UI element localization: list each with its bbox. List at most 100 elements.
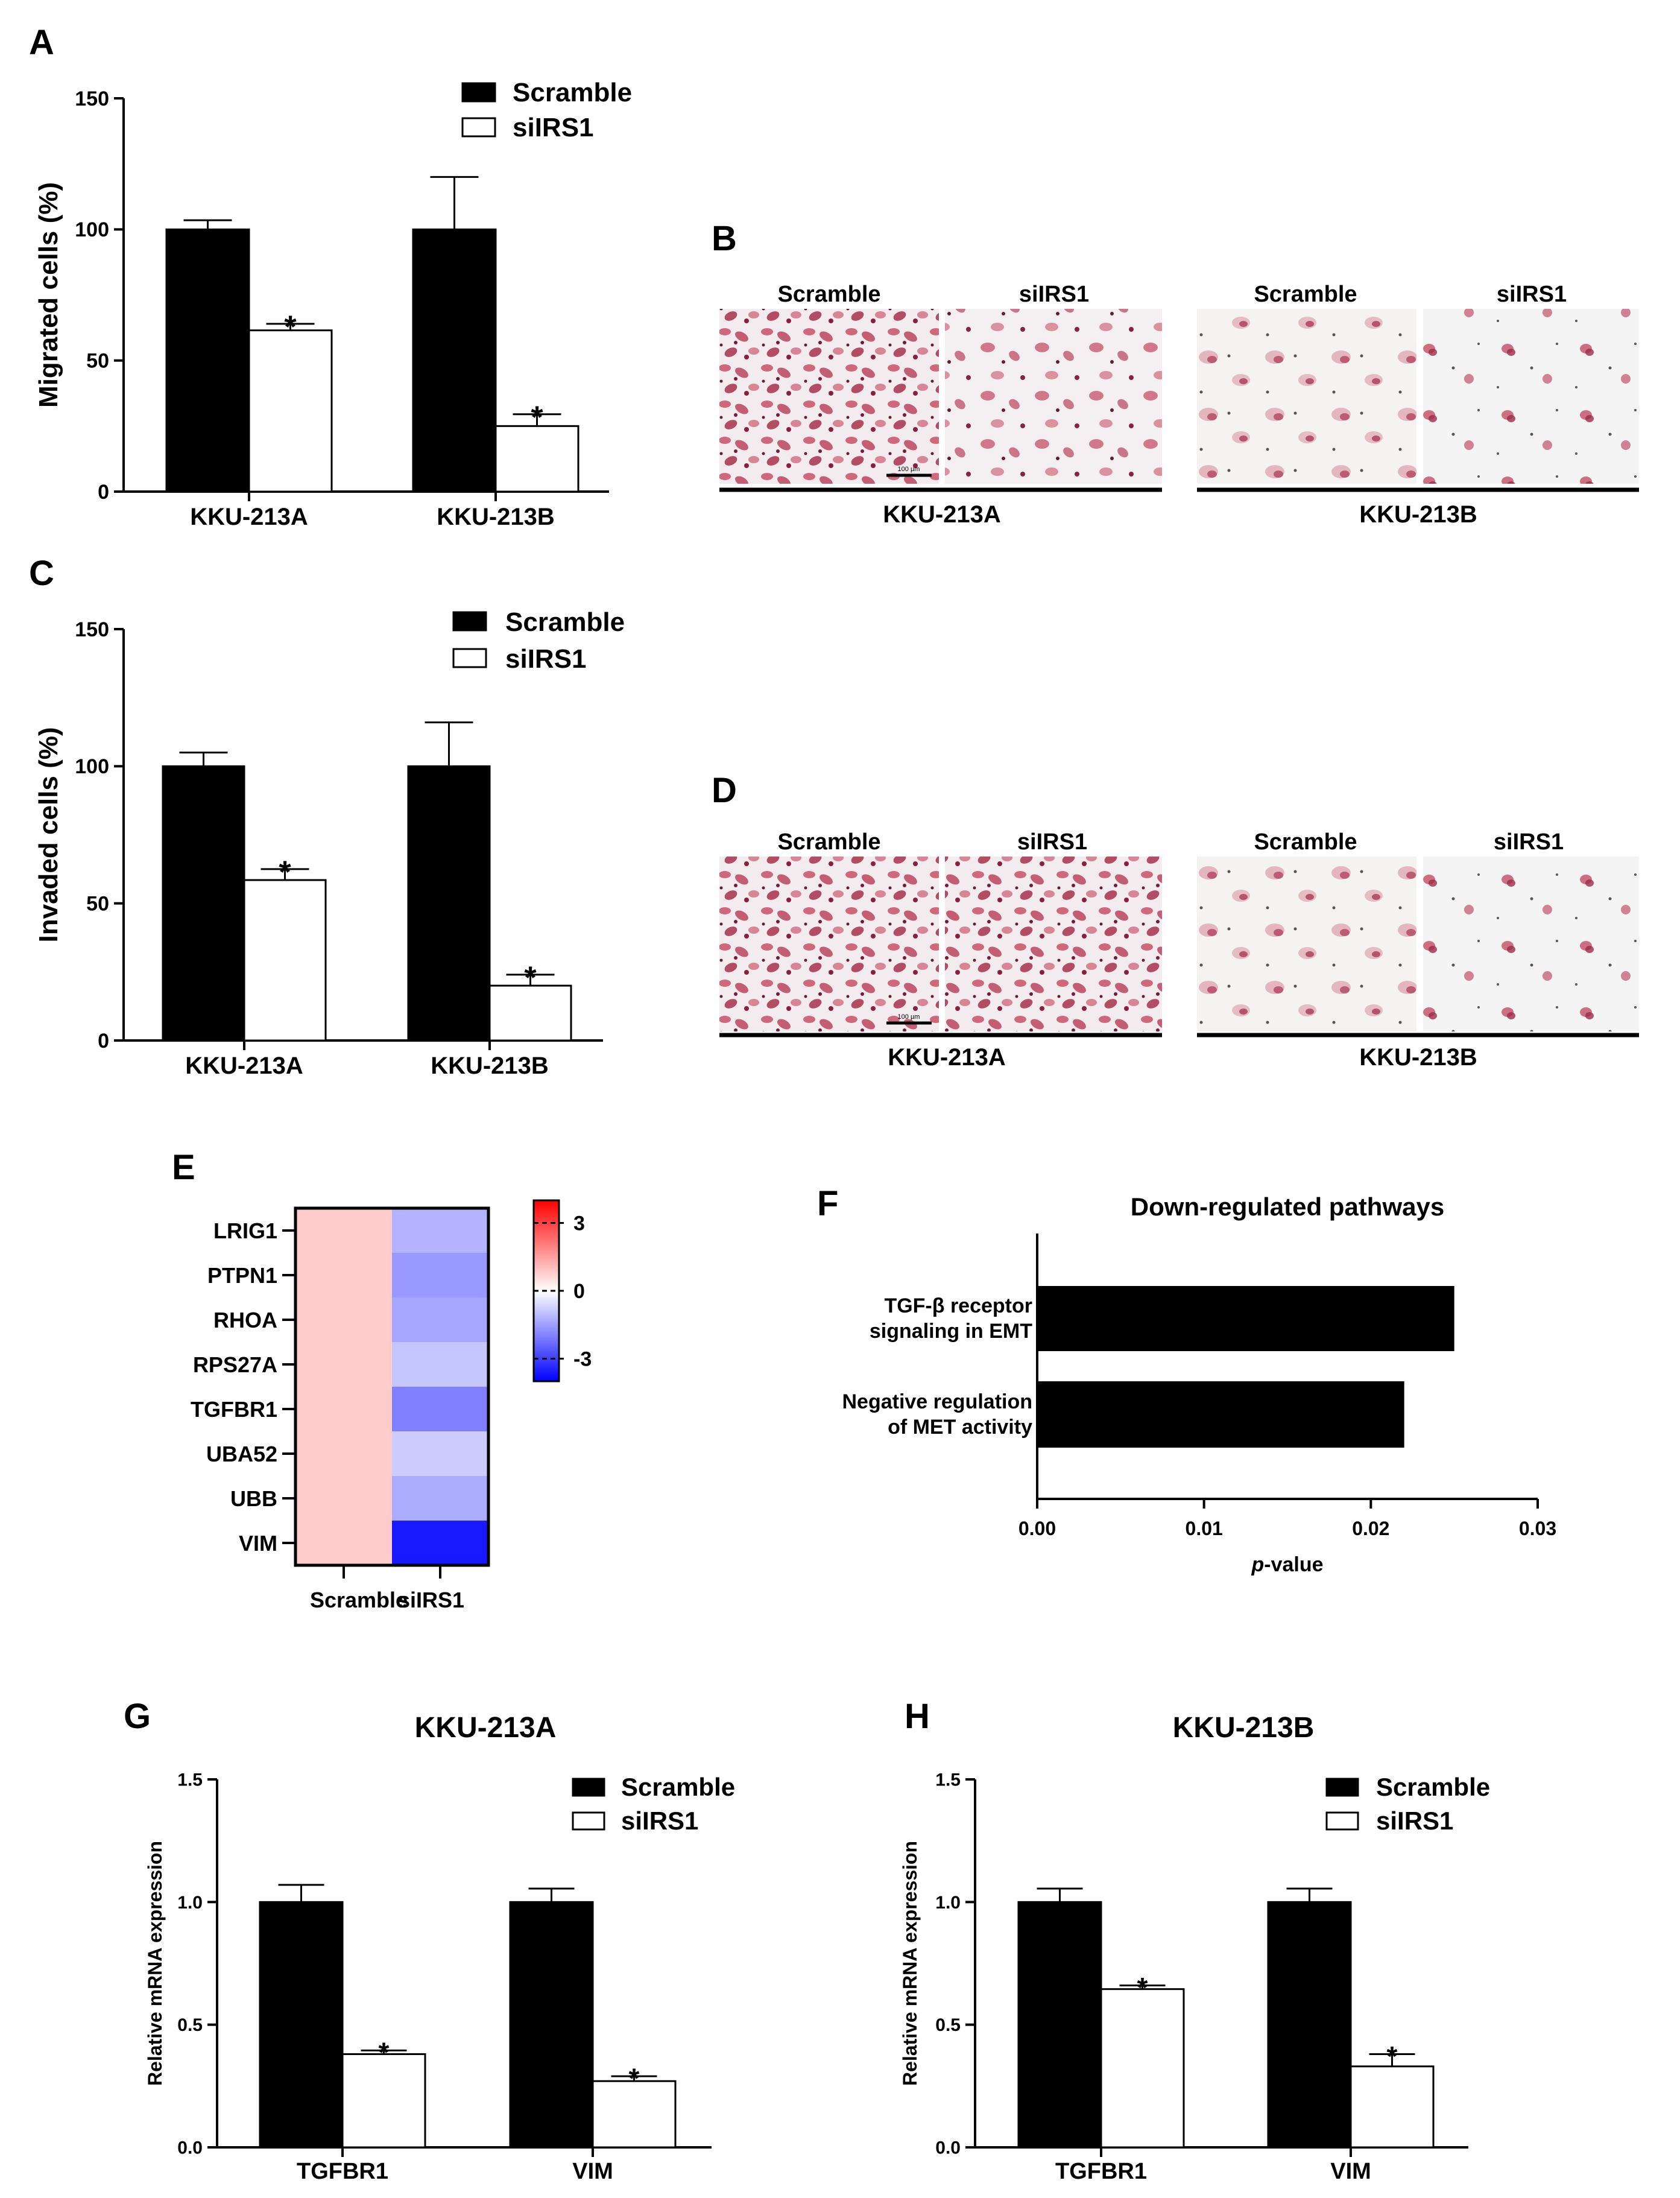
heatmap-cell	[295, 1431, 392, 1476]
x-tick-label: KKU-213A	[190, 504, 308, 530]
bar-siirs1-vim	[1350, 2065, 1435, 2149]
x-tick-label: 0.00	[1018, 1518, 1056, 1539]
bar-siirs1-kku-213b	[494, 425, 579, 493]
micrograph-image-213A-scramble	[719, 309, 939, 484]
heatmap-cell	[392, 1342, 488, 1387]
y-tick-label: 0.0	[935, 2138, 961, 2158]
micrographs-D: Scramble siIRS1 Scramble siIRS1 100 µm K…	[719, 829, 1639, 1071]
pathway-label: signaling in EMT	[870, 1320, 1032, 1343]
x-tick-label: 0.01	[1186, 1518, 1223, 1539]
micrograph-image-213A-siirs1	[945, 857, 1162, 1031]
bar-scramble-kku-213a	[165, 228, 250, 493]
pathway-bar	[1037, 1381, 1404, 1448]
legend-scramble-label: Scramble	[513, 78, 632, 107]
legend-scramble-label: Scramble	[505, 607, 625, 637]
x-tick-label: TGFBR1	[1055, 2159, 1147, 2184]
row-label: LRIG1	[213, 1218, 277, 1243]
chart-E-heatmap: LRIG1 PTPN1 RHOA RPS27A TGFBR1 UBA52 UBB VIM Scr…	[191, 1199, 592, 1612]
bar-scramble-kku-213a	[162, 765, 245, 1042]
bar-siirs1-tgfbr1	[341, 2053, 426, 2149]
bar-scramble-kku-213b	[412, 228, 497, 493]
panel-label-C: C	[29, 554, 54, 593]
bar-siirs1-kku-213a	[243, 879, 327, 1042]
y-tick-label: 0	[98, 1030, 109, 1053]
chart-G-mrna-213A: Scramble siIRS1 KKU-213A 0.0 0.5 1.0 1.5 Rela…	[144, 1712, 735, 2184]
x-axis-label: p-value	[1251, 1553, 1323, 1576]
y-tick-label: 1.5	[177, 1770, 203, 1790]
micrograph-image-213A-scramble	[719, 857, 939, 1031]
heatmap-cell	[295, 1521, 392, 1565]
chart-C-invasion: Scramble siIRS1 0 50 100 150 Invaded cells (…	[34, 607, 625, 1079]
x-tick-label: VIM	[1330, 2159, 1371, 2184]
pathway-bar	[1037, 1286, 1454, 1351]
legend-A: Scramble siIRS1	[461, 78, 632, 142]
bar-scramble-kku-213b	[407, 765, 491, 1042]
row-label: RHOA	[213, 1308, 277, 1332]
pathway-label: TGF-β receptor	[884, 1294, 1032, 1317]
heatmap-cell	[392, 1387, 488, 1431]
group-label: KKU-213A	[883, 501, 1001, 528]
micrograph-image-213B-siirs1	[1423, 309, 1639, 484]
scale-bar-label: 100 µm	[898, 466, 920, 473]
chart-H-mrna-213B: Scramble siIRS1 KKU-213B 0.0 0.5 1.0 1.5 Rela…	[899, 1712, 1490, 2184]
legend-siirs1-label: siIRS1	[513, 113, 594, 142]
micrograph-header: Scramble	[1254, 282, 1357, 307]
legend-scramble-label: Scramble	[621, 1773, 735, 1801]
legend-scramble-swatch	[461, 82, 496, 103]
heatmap-cell	[295, 1297, 392, 1342]
bar-scramble-tgfbr1	[1017, 1901, 1102, 2149]
row-label: UBA52	[206, 1442, 277, 1466]
legend-siirs1-swatch	[461, 117, 496, 138]
legend-siirs1-swatch	[1325, 1811, 1359, 1831]
y-tick-label: 100	[75, 755, 109, 778]
column-label: Scramble	[310, 1588, 408, 1612]
micrograph-header: siIRS1	[1494, 829, 1564, 855]
significance-star: *	[279, 855, 291, 890]
legend-siirs1-label: siIRS1	[621, 1807, 698, 1835]
micrograph-image-213B-siirs1	[1423, 857, 1639, 1031]
row-label: RPS27A	[193, 1352, 277, 1377]
y-tick-label: 1.5	[935, 1770, 961, 1790]
group-label: KKU-213B	[1359, 1044, 1477, 1071]
y-axis-label: Relative mRNA expression	[899, 1841, 921, 2086]
colorbar-tick-label: 3	[573, 1212, 585, 1235]
legend-scramble-swatch	[572, 1778, 605, 1797]
heatmap-cell	[392, 1297, 488, 1342]
legend-scramble-swatch	[452, 611, 487, 632]
chart-title: KKU-213A	[415, 1712, 557, 1744]
y-tick-label: 0	[98, 481, 109, 504]
micrograph-header: siIRS1	[1019, 282, 1089, 307]
micrograph-image-213B-scramble	[1197, 857, 1416, 1031]
significance-star: *	[1137, 1972, 1148, 2003]
y-tick-label: 0.0	[177, 2138, 203, 2158]
legend-siirs1-swatch	[452, 648, 487, 668]
y-tick-label: 0.5	[177, 2015, 203, 2035]
heatmap-cell	[392, 1521, 488, 1565]
chart-title: Down-regulated pathways	[1131, 1192, 1444, 1221]
bar-siirs1-kku-213b	[488, 984, 572, 1042]
chart-A-migration: Scramble siIRS1 0 50 100 150 Migrated cells …	[34, 78, 632, 530]
panel-label-E: E	[172, 1148, 195, 1187]
micrograph-header: Scramble	[777, 282, 880, 307]
y-tick-label: 100	[75, 218, 109, 241]
significance-star: *	[531, 400, 543, 435]
row-label: UBB	[230, 1486, 277, 1511]
heatmap-cell	[392, 1476, 488, 1521]
significance-star: *	[524, 960, 537, 995]
legend-C: Scramble siIRS1	[452, 607, 625, 674]
legend-scramble-swatch	[1325, 1778, 1359, 1797]
group-label: KKU-213A	[888, 1044, 1006, 1071]
row-label: TGFBR1	[191, 1397, 277, 1422]
x-tick-label: TGFBR1	[297, 2159, 388, 2184]
micrograph-header: siIRS1	[1497, 282, 1567, 307]
micrographs-B: Scramble siIRS1 Scramble siIRS1 100 µm K…	[719, 282, 1639, 528]
chart-F-pathways: Down-regulated pathways 0.00 0.01 0.02 0.03 p…	[842, 1192, 1556, 1576]
bar-scramble-vim	[509, 1901, 594, 2149]
panel-label-A: A	[29, 23, 54, 62]
micrograph-image-213B-scramble	[1197, 309, 1416, 484]
y-tick-label: 1.0	[177, 1893, 203, 1913]
y-tick-label: 150	[75, 87, 109, 110]
panel-label-B: B	[712, 219, 737, 258]
y-axis-label: Relative mRNA expression	[144, 1841, 166, 2086]
